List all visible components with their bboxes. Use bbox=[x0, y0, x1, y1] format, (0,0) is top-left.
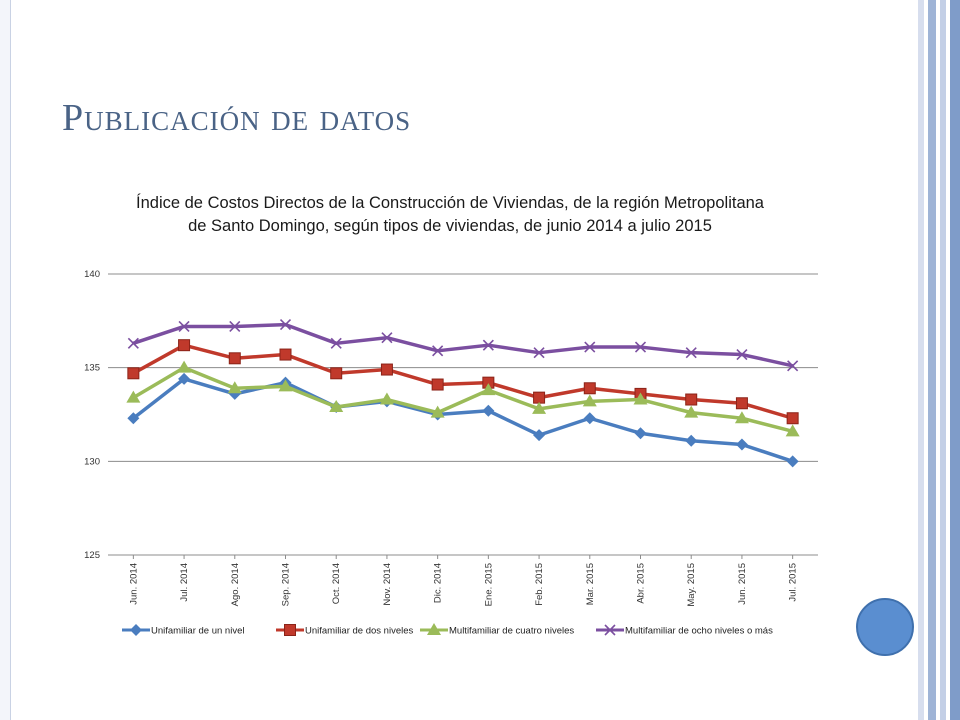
stripe-3 bbox=[940, 0, 946, 720]
data-point-series-2 bbox=[583, 382, 596, 395]
x-tick-label: Jul. 2015 bbox=[788, 563, 799, 602]
data-point-series-2 bbox=[178, 339, 191, 352]
x-tick-label: Jul. 2014 bbox=[179, 563, 190, 602]
data-point-series-4 bbox=[787, 360, 799, 372]
series-line-2 bbox=[132, 343, 794, 420]
legend-label-4: Multifamiliar de ocho niveles o más bbox=[625, 626, 773, 637]
data-point-series-3 bbox=[177, 360, 192, 373]
series-line-3 bbox=[132, 365, 794, 434]
data-point-series-4 bbox=[229, 320, 241, 333]
data-point-series-4 bbox=[432, 345, 444, 357]
slide-left-border bbox=[0, 0, 11, 720]
y-tick-label: 130 bbox=[84, 456, 100, 467]
legend-marker-4 bbox=[604, 624, 616, 636]
data-point-series-3 bbox=[430, 405, 445, 418]
x-tick-label: Ene. 2015 bbox=[483, 563, 494, 606]
data-point-series-2 bbox=[127, 367, 140, 380]
data-point-series-4 bbox=[178, 320, 190, 333]
data-point-series-4 bbox=[381, 332, 393, 344]
data-point-series-1 bbox=[127, 412, 140, 425]
data-point-series-2 bbox=[735, 397, 748, 410]
y-tick-label: 125 bbox=[84, 550, 100, 561]
data-point-series-3 bbox=[532, 401, 547, 414]
series-line-1 bbox=[132, 377, 794, 463]
stripe-2 bbox=[928, 0, 936, 720]
decorative-circle bbox=[856, 598, 914, 656]
data-point-series-4 bbox=[330, 337, 342, 349]
data-point-series-4 bbox=[482, 339, 494, 351]
legend-label-1: Unifamiliar de un nivel bbox=[151, 626, 244, 637]
data-point-series-4 bbox=[685, 347, 697, 359]
data-point-series-3 bbox=[684, 405, 699, 418]
data-point-series-1 bbox=[735, 438, 748, 451]
x-tick-label: Jun. 2015 bbox=[737, 563, 748, 605]
data-point-series-3 bbox=[785, 424, 800, 437]
data-point-series-3 bbox=[379, 392, 394, 405]
data-point-series-2 bbox=[533, 391, 546, 404]
slide-title: Publicación de datos bbox=[62, 97, 412, 139]
x-tick-label: Feb. 2015 bbox=[534, 563, 545, 606]
data-point-series-4 bbox=[634, 341, 647, 353]
data-point-series-3 bbox=[227, 381, 242, 394]
data-point-series-3 bbox=[481, 383, 496, 396]
data-point-series-3 bbox=[582, 394, 597, 407]
data-point-series-2 bbox=[431, 378, 444, 391]
data-point-series-1 bbox=[533, 429, 546, 442]
x-tick-label: May. 2015 bbox=[686, 563, 697, 607]
legend-label-3: Multifamiliar de cuatro niveles bbox=[449, 626, 574, 637]
data-point-series-1 bbox=[482, 404, 495, 417]
stripe-1 bbox=[918, 0, 924, 720]
data-point-series-4 bbox=[127, 337, 139, 349]
legend-marker-3 bbox=[427, 623, 441, 635]
data-point-series-3 bbox=[329, 400, 344, 413]
legend-marker-2 bbox=[284, 624, 296, 636]
y-tick-label: 140 bbox=[84, 269, 100, 280]
data-point-series-1 bbox=[634, 427, 647, 440]
x-tick-label: Mar. 2015 bbox=[585, 563, 596, 605]
x-tick-label: Dic. 2014 bbox=[433, 563, 444, 603]
x-tick-label: Nov. 2014 bbox=[382, 563, 393, 606]
data-point-series-1 bbox=[685, 434, 698, 447]
data-point-series-1 bbox=[786, 455, 799, 468]
y-tick-label: 135 bbox=[84, 363, 100, 374]
data-point-series-1 bbox=[583, 412, 596, 425]
legend-label-2: Unifamiliar de dos niveles bbox=[305, 626, 413, 637]
data-point-series-4 bbox=[279, 319, 292, 331]
data-point-series-2 bbox=[279, 348, 292, 361]
data-point-series-3 bbox=[278, 379, 293, 392]
data-point-series-2 bbox=[685, 393, 698, 406]
data-point-series-3 bbox=[734, 411, 749, 424]
data-point-series-1 bbox=[178, 372, 191, 385]
x-tick-label: Abr. 2015 bbox=[636, 563, 647, 604]
data-point-series-2 bbox=[380, 363, 393, 376]
series-line-4 bbox=[132, 322, 794, 368]
data-point-series-2 bbox=[786, 412, 799, 425]
data-point-series-4 bbox=[533, 347, 545, 359]
stripe-4 bbox=[950, 0, 960, 720]
x-tick-label: Oct. 2014 bbox=[331, 563, 342, 604]
data-point-series-2 bbox=[228, 352, 241, 365]
data-point-series-4 bbox=[584, 341, 596, 353]
data-point-series-2 bbox=[330, 367, 343, 380]
x-tick-label: Sep. 2014 bbox=[281, 563, 292, 606]
x-tick-label: Ago. 2014 bbox=[230, 563, 241, 606]
chart-title: Índice de Costos Directos de la Construc… bbox=[136, 194, 764, 235]
data-point-series-3 bbox=[126, 390, 141, 403]
decorative-stripes bbox=[918, 0, 960, 720]
x-tick-label: Jun. 2014 bbox=[128, 563, 139, 605]
data-point-series-3 bbox=[633, 392, 648, 405]
data-point-series-4 bbox=[736, 348, 748, 361]
legend-marker-1 bbox=[130, 624, 142, 636]
